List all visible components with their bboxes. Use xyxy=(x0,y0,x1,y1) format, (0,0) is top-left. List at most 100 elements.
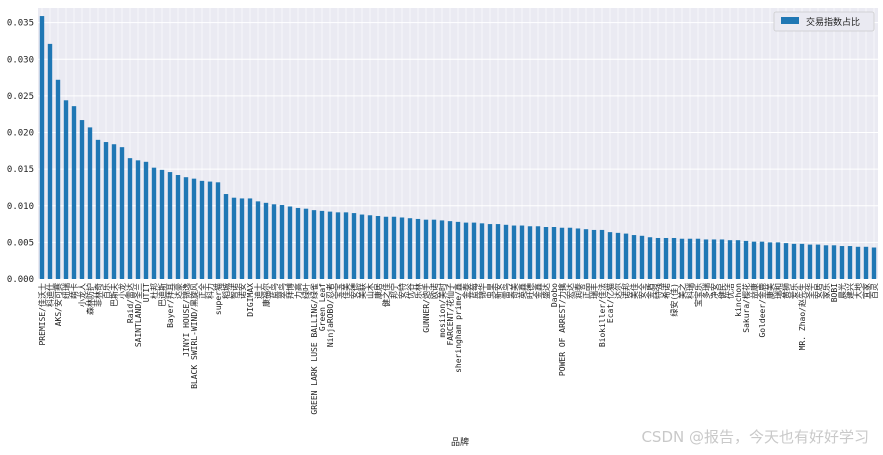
bar xyxy=(119,147,125,279)
y-tick-label: 0.030 xyxy=(7,55,34,65)
bar xyxy=(607,232,613,279)
bar xyxy=(239,198,245,279)
bar xyxy=(271,204,277,279)
x-tick-label: NinjaROBO/忍者 xyxy=(326,283,335,347)
bar xyxy=(455,221,461,279)
x-tick-label: 旺德 xyxy=(525,283,535,299)
bar xyxy=(311,210,317,279)
x-tick-label: kinchon xyxy=(734,283,743,317)
x-tick-label: 英鑫 xyxy=(517,283,527,299)
bar xyxy=(703,239,709,279)
bar xyxy=(839,246,845,279)
x-tick-label: Biokiller/佳法 xyxy=(597,283,607,347)
x-tick-label: 拜博 xyxy=(285,283,295,299)
x-tick-label: 科力 xyxy=(205,283,215,299)
bar xyxy=(647,237,653,279)
x-tick-label: 达豪 xyxy=(173,283,183,299)
x-tick-label: MR. Zhao/赵先生 xyxy=(797,283,807,350)
y-tick-label: 0.020 xyxy=(7,129,34,139)
x-tick-label: 翠鸟 xyxy=(277,283,287,299)
bar xyxy=(871,247,877,279)
watermark: CSDN @报告，今天也有好好学习 xyxy=(641,428,869,446)
bar xyxy=(791,243,797,279)
bar xyxy=(415,218,421,279)
x-tick-label: 百乐 xyxy=(101,283,111,299)
bar xyxy=(783,243,789,279)
x-tick-label: GREEN LARK LUSE BALLING/绿雀 xyxy=(309,283,319,415)
x-tick-label: 优洁 xyxy=(725,283,735,299)
x-tick-label: 宝宝 xyxy=(333,283,343,299)
bar xyxy=(799,243,805,279)
bar xyxy=(79,120,85,279)
bar xyxy=(431,219,437,279)
bar xyxy=(511,225,517,279)
x-tick-label: 纽瑞 xyxy=(61,283,71,299)
bar xyxy=(719,239,725,279)
x-tick-label: 达尔 xyxy=(613,283,623,299)
x-tick-label: 正全 xyxy=(197,283,207,299)
y-tick-label: 0.025 xyxy=(7,92,34,102)
bar xyxy=(655,237,661,279)
x-tick-label: 宝宝乐 xyxy=(693,283,703,307)
bar xyxy=(551,226,557,279)
x-tick-label: 优谷 xyxy=(405,283,415,299)
x-tick-label: 乐林 xyxy=(413,283,423,299)
bar xyxy=(407,218,413,279)
bar xyxy=(207,181,213,279)
bar xyxy=(751,241,757,279)
x-tick-label: 森林防护 xyxy=(85,283,95,315)
bar xyxy=(479,223,485,279)
bar xyxy=(695,238,701,279)
x-tick-label: 润泰 xyxy=(573,283,583,299)
x-tick-label: 奇美 xyxy=(509,283,519,299)
bar xyxy=(135,160,141,279)
bar xyxy=(831,245,837,279)
x-tick-label: PREMISE/佳沃士 xyxy=(37,283,47,346)
bar xyxy=(759,241,765,279)
bar xyxy=(519,225,525,279)
bar xyxy=(255,201,261,279)
bar xyxy=(303,208,309,279)
bar xyxy=(351,213,357,279)
x-tick-label: 宏达 xyxy=(565,283,575,299)
x-tick-label: 巴迪斯 xyxy=(157,283,167,307)
x-tick-label: 邦宁 xyxy=(389,283,399,299)
x-tick-label: 锦华 xyxy=(477,283,487,299)
x-tick-label: DIGIMAX xyxy=(246,283,255,317)
bar xyxy=(127,158,133,279)
bar xyxy=(247,198,253,279)
bar xyxy=(63,100,69,279)
x-tick-label: 智诺 xyxy=(229,283,239,299)
bar xyxy=(775,242,781,279)
x-tick-label: super猫 xyxy=(213,283,223,315)
bar xyxy=(767,242,773,279)
bar xyxy=(639,235,645,279)
bar xyxy=(807,244,813,279)
x-tick-label: 科迪仕 xyxy=(45,283,55,307)
x-tick-label: 正品 xyxy=(582,283,591,299)
x-tick-label: 杜邦 xyxy=(149,283,159,299)
x-tick-label: 迪士 xyxy=(253,283,263,299)
bar xyxy=(671,237,677,279)
bar xyxy=(423,219,429,279)
legend-swatch xyxy=(781,17,799,24)
x-tick-label: 诺安 xyxy=(237,283,247,299)
bar xyxy=(447,221,453,279)
x-tick-label: 小龙人 xyxy=(77,283,87,307)
bar xyxy=(735,240,741,279)
x-tick-label: 雷鸟 xyxy=(501,283,511,299)
bar xyxy=(39,16,45,279)
x-tick-label: 净安 xyxy=(709,283,719,299)
bar xyxy=(815,244,821,279)
y-tick-label: 0.000 xyxy=(7,275,34,285)
x-tick-label: Sakura/樱花 xyxy=(741,283,751,333)
bar xyxy=(679,238,685,279)
x-tick-label: 康福尔 xyxy=(261,283,271,307)
x-tick-label: Ecat/亿猫 xyxy=(605,283,615,323)
bar xyxy=(319,210,325,279)
x-tick-label: 佳美 xyxy=(341,283,351,299)
bar xyxy=(383,216,389,279)
bar xyxy=(847,246,853,279)
x-tick-label: GUNNER/炮手 xyxy=(421,283,431,333)
bar xyxy=(175,174,181,279)
